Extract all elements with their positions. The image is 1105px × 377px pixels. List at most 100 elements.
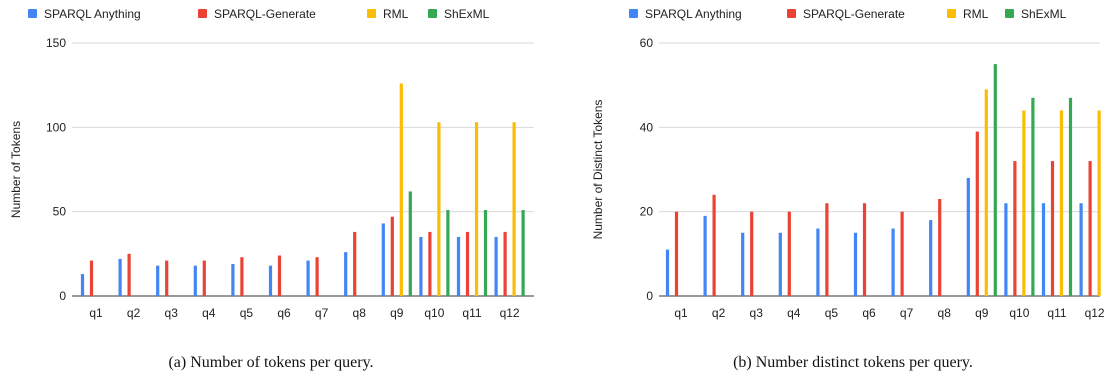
legend-swatch-rml	[947, 9, 956, 18]
y-tick-label: 60	[640, 36, 654, 50]
bar-sparql-anything-q5	[816, 228, 820, 296]
bar-rml-q11	[1059, 110, 1064, 296]
legend-label-shexml: ShExML	[1021, 7, 1067, 21]
bar-sparql-anything-q1	[665, 249, 670, 296]
bar-shexml-q9	[408, 191, 412, 296]
legend-label-sparql-anything: SPARQL Anything	[645, 7, 742, 21]
bar-sparql-anything-q7	[891, 228, 895, 296]
bar-sparql-generate-q3	[750, 211, 754, 296]
bar-sparql-anything-q12	[494, 236, 498, 296]
bar-sparql-anything-q6	[268, 265, 273, 296]
bar-sparql-anything-q1	[80, 274, 85, 296]
bar-shexml-q11	[483, 209, 488, 296]
x-tick-label-q6: q6	[862, 306, 876, 320]
bar-rml-q12	[512, 122, 516, 296]
x-tick-label-q10: q10	[1009, 306, 1029, 320]
bar-sparql-generate-q1	[674, 211, 679, 296]
x-tick-label-q1: q1	[674, 306, 688, 320]
bar-rml-q10	[1022, 110, 1026, 296]
bar-sparql-anything-q2	[118, 258, 122, 296]
y-tick-label: 40	[640, 120, 654, 134]
legend-label-rml: RML	[383, 7, 409, 21]
bar-sparql-anything-q5	[231, 263, 235, 296]
bar-sparql-generate-q7	[900, 211, 904, 296]
bar-sparql-generate-q2	[127, 253, 131, 296]
chart-a: 0 50 100 150 Number of Tokens q1 q2 q3 q4 q5 q6 q7 q…	[9, 7, 534, 371]
y-tick-label: 0	[59, 289, 66, 303]
legend-swatch-sparql-anything	[28, 9, 37, 18]
bar-sparql-anything-q10	[419, 236, 423, 296]
bar-rml-q12	[1097, 110, 1101, 296]
x-tick-label-q4: q4	[787, 306, 801, 320]
bar-sparql-generate-q9	[390, 216, 394, 296]
legend-label-sparql-generate: SPARQL-Generate	[803, 7, 905, 21]
bar-sparql-generate-q3	[165, 260, 169, 296]
bar-sparql-anything-q2	[703, 215, 707, 296]
legend-swatch-shexml	[428, 9, 437, 18]
x-tick-label-q8: q8	[938, 306, 952, 320]
bar-sparql-generate-q7	[315, 257, 319, 296]
bar-sparql-anything-q11	[456, 236, 461, 296]
y-tick-label: 50	[53, 205, 67, 219]
bar-sparql-anything-q3	[156, 265, 160, 296]
bar-sparql-anything-q11	[1041, 203, 1046, 296]
bar-sparql-generate-q8	[938, 199, 942, 296]
bar-sparql-generate-q2	[712, 194, 716, 296]
bar-sparql-anything-q8	[344, 252, 348, 296]
bar-sparql-anything-q8	[929, 220, 933, 296]
bar-sparql-generate-q12	[503, 231, 507, 296]
bar-sparql-anything-q3	[741, 232, 745, 296]
x-tick-label-q12: q12	[500, 306, 520, 320]
x-tick-label-q7: q7	[315, 306, 329, 320]
x-tick-label-q1: q1	[89, 306, 103, 320]
legend-label-rml: RML	[963, 7, 989, 21]
bar-shexml-q10	[1031, 97, 1035, 296]
x-tick-label-q2: q2	[127, 306, 141, 320]
legend-label-sparql-generate: SPARQL-Generate	[214, 7, 316, 21]
bar-shexml-q11	[1068, 97, 1073, 296]
bar-rml-q11	[474, 122, 479, 296]
x-tick-label-q7: q7	[900, 306, 914, 320]
figure-caption: (b) Number distinct tokens per query.	[733, 354, 973, 371]
x-tick-label-q12: q12	[1085, 306, 1105, 320]
legend-swatch-sparql-generate	[198, 9, 207, 18]
bar-sparql-generate-q12	[1088, 161, 1092, 296]
bar-shexml-q10	[446, 209, 450, 296]
x-tick-label-q5: q5	[825, 306, 839, 320]
bar-sparql-generate-q5	[825, 203, 829, 296]
bar-sparql-anything-q4	[193, 265, 197, 296]
bar-shexml-q12	[521, 209, 525, 296]
bar-sparql-generate-q4	[787, 211, 791, 296]
x-tick-label-q6: q6	[277, 306, 291, 320]
y-tick-label: 100	[46, 120, 66, 134]
bar-sparql-anything-q10	[1004, 203, 1008, 296]
x-tick-label-q11: q11	[1047, 306, 1066, 320]
bar-sparql-generate-q10	[1013, 161, 1017, 296]
x-tick-label-q9: q9	[975, 306, 989, 320]
y-tick-label: 0	[646, 289, 653, 303]
x-tick-label-q3: q3	[165, 306, 179, 320]
bar-sparql-anything-q9	[966, 177, 970, 296]
x-tick-label-q10: q10	[424, 306, 444, 320]
y-axis-title: Number of Distinct Tokens	[591, 100, 605, 240]
legend-swatch-sparql-anything	[629, 9, 638, 18]
x-tick-label-q8: q8	[353, 306, 367, 320]
bar-sparql-generate-q9	[975, 131, 979, 296]
bar-sparql-generate-q11	[1050, 161, 1055, 296]
legend-label-sparql-anything: SPARQL Anything	[44, 7, 141, 21]
bar-sparql-anything-q9	[381, 223, 385, 296]
x-tick-label-q9: q9	[390, 306, 404, 320]
legend-swatch-shexml	[1005, 9, 1014, 18]
x-tick-label-q3: q3	[750, 306, 764, 320]
bar-sparql-generate-q4	[202, 260, 206, 296]
bar-sparql-generate-q5	[240, 257, 244, 296]
x-tick-label-q2: q2	[712, 306, 726, 320]
x-tick-label-q4: q4	[202, 306, 216, 320]
bar-sparql-anything-q4	[778, 232, 782, 296]
figure-caption: (a) Number of tokens per query.	[168, 354, 373, 371]
bar-sparql-generate-q6	[862, 203, 867, 296]
x-tick-label-q5: q5	[240, 306, 254, 320]
bar-sparql-generate-q6	[277, 255, 282, 296]
y-tick-label: 150	[46, 36, 66, 50]
